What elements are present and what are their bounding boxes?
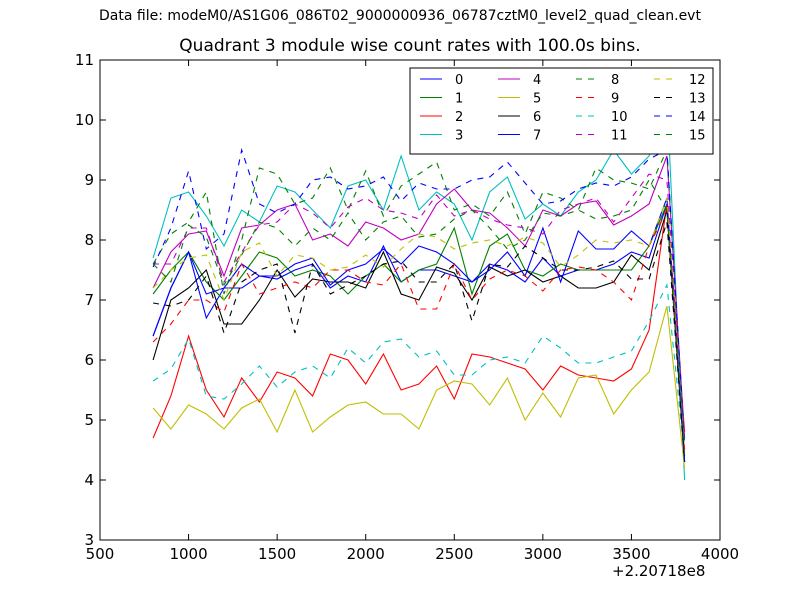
- legend-label-11: 11: [611, 129, 628, 144]
- series-line-13: [153, 221, 686, 463]
- legend-label-12: 12: [689, 73, 706, 88]
- y-tick-label: 3: [84, 531, 94, 549]
- legend-label-5: 5: [533, 92, 541, 107]
- legend-label-6: 6: [533, 110, 541, 125]
- legend-label-8: 8: [611, 73, 619, 88]
- series-line-12: [152, 197, 686, 445]
- y-tick-label: 7: [84, 291, 94, 309]
- series-line-2: [152, 203, 686, 439]
- y-tick-label: 4: [84, 471, 94, 489]
- y-tick-label: 11: [75, 51, 94, 69]
- x-tick-label: 3000: [524, 545, 562, 563]
- y-tick-label: 5: [84, 411, 94, 429]
- x-tick-label: 1000: [169, 545, 207, 563]
- series-line-5: [152, 305, 686, 469]
- series-line-7: [152, 197, 686, 463]
- y-tick-label: 6: [84, 351, 94, 369]
- x-tick-label: 500: [86, 545, 115, 563]
- series-line-1: [152, 203, 686, 463]
- chart-title: Quadrant 3 module wise count rates with …: [179, 36, 641, 56]
- x-tick-label: 3500: [612, 545, 650, 563]
- legend-label-4: 4: [533, 73, 541, 88]
- x-tick-label: 2000: [347, 545, 385, 563]
- series-line-10: [152, 283, 686, 457]
- legend-label-1: 1: [455, 92, 463, 107]
- series-line-15: [152, 178, 686, 445]
- legend-label-13: 13: [689, 92, 706, 107]
- legend-label-14: 14: [689, 110, 706, 125]
- series-line-8: [152, 149, 686, 451]
- y-tick-label: 8: [84, 231, 94, 249]
- y-tick-label: 10: [75, 111, 94, 129]
- legend-label-10: 10: [611, 110, 628, 125]
- x-axis-offset-label: +2.20718e8: [612, 562, 706, 580]
- legend-label-7: 7: [533, 129, 541, 144]
- legend-box: [409, 67, 714, 155]
- series-line-6: [152, 209, 686, 463]
- figure-supertitle: Data file: modeM0/AS1G06_086T02_90000009…: [99, 8, 701, 24]
- x-tick-label: 4000: [701, 545, 739, 563]
- legend-label-3: 3: [455, 129, 463, 144]
- legend-label-15: 15: [689, 129, 706, 144]
- series-line-3: [152, 95, 686, 481]
- x-tick-label: 1500: [258, 545, 296, 563]
- legend-label-0: 0: [455, 73, 463, 88]
- series-line-14: [152, 147, 686, 445]
- y-tick-label: 9: [84, 171, 94, 189]
- legend-label-2: 2: [455, 110, 463, 125]
- x-tick-label: 2500: [435, 545, 473, 563]
- legend-label-9: 9: [611, 92, 619, 107]
- series-line-9: [152, 207, 686, 451]
